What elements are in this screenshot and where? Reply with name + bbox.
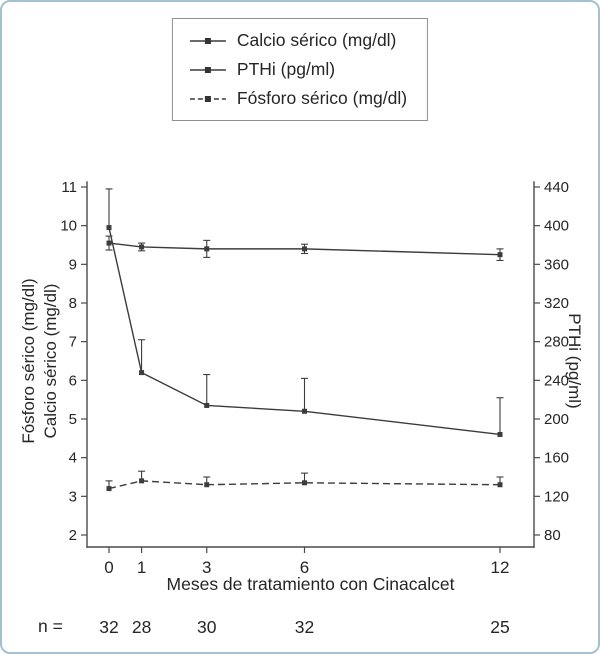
data-point-marker xyxy=(139,244,145,250)
y-left-tick-label: 9 xyxy=(69,256,77,273)
calcio-serico-line-marker-icon xyxy=(189,37,226,44)
axes xyxy=(86,181,535,548)
data-point-marker xyxy=(139,478,145,484)
n-values: 32 28 30 32 25 xyxy=(99,617,509,637)
y-left-tick-label: 2 xyxy=(69,527,77,544)
legend-item-calcio-serico: Calcio sérico (mg/dl) xyxy=(189,30,407,51)
y-right-tick-label: 320 xyxy=(544,295,569,312)
y-left-tick-label: 3 xyxy=(69,488,77,505)
x-tick-label: 1 xyxy=(137,558,146,577)
data-point-marker xyxy=(204,402,210,408)
y-right-tick-label: 280 xyxy=(544,334,569,351)
y-right-tick-label: 360 xyxy=(544,256,569,273)
n-value: 25 xyxy=(490,617,509,637)
data-point-marker xyxy=(302,408,307,414)
n-value: 28 xyxy=(132,617,151,637)
y-right-tick-label: 400 xyxy=(544,218,569,235)
fosforo-serico-dashed-line-marker-icon xyxy=(189,95,226,102)
x-tick-label: 12 xyxy=(491,558,510,577)
data-point-marker xyxy=(302,246,307,252)
legend-label-pthi: PTHi (pg/ml) xyxy=(236,59,336,79)
data-point-marker xyxy=(204,482,210,488)
y-right-tick-label: 240 xyxy=(544,372,569,389)
data-point-marker xyxy=(497,431,503,437)
y-left-tick-label: 8 xyxy=(69,295,77,312)
n-row-label: n = xyxy=(38,616,63,636)
y-left-tick-label: 11 xyxy=(61,179,77,196)
x-tick-label: 6 xyxy=(300,558,309,577)
y-left-tick-label: 7 xyxy=(69,334,77,351)
data-point-marker xyxy=(106,240,112,246)
y-right-tick-label: 120 xyxy=(544,488,569,505)
y-right-tick-label: 80 xyxy=(544,527,561,544)
y-right-tick-label: 160 xyxy=(544,450,569,467)
n-value: 32 xyxy=(99,617,118,637)
n-value: 30 xyxy=(197,617,217,637)
legend-item-fosforo-serico: Fósforo sérico (mg/dl) xyxy=(189,88,407,109)
legend-label-calcio-serico: Calcio sérico (mg/dl) xyxy=(236,30,397,50)
chart-canvas: 2345678910118012016020024028032036040044… xyxy=(60,179,569,637)
series-calcio-serico xyxy=(105,235,504,262)
data-point-marker xyxy=(302,480,307,486)
data-point-marker xyxy=(139,370,145,376)
y-left-tick-label: 10 xyxy=(60,218,77,235)
x-tick-label: 3 xyxy=(202,558,211,577)
chart-legend: Calcio sérico (mg/dl) PTHi (pg/ml) Fósfo… xyxy=(171,18,429,121)
legend-label-fosforo-serico: Fósforo sérico (mg/dl) xyxy=(236,88,408,108)
series-pthi xyxy=(105,188,504,437)
data-point-marker xyxy=(497,252,503,258)
n-value: 32 xyxy=(295,617,314,637)
data-point-marker xyxy=(204,246,210,252)
y-left-tick-label: 6 xyxy=(69,372,77,389)
data-point-marker xyxy=(497,482,503,488)
tick-marks xyxy=(81,186,540,553)
legend-item-pthi: PTHi (pg/ml) xyxy=(189,59,407,80)
tick-labels: 2345678910118012016020024028032036040044… xyxy=(60,179,569,577)
data-point-marker xyxy=(106,225,112,231)
y-left-tick-label: 4 xyxy=(69,450,77,467)
y-right-tick-label: 200 xyxy=(544,411,569,428)
pthi-line-marker-icon xyxy=(189,66,226,73)
series-fosforo-serico xyxy=(105,470,504,492)
y-right-tick-label: 440 xyxy=(544,179,569,196)
x-axis-title: Meses de tratamiento con Cinacalcet xyxy=(166,574,455,594)
y-left-tick-label: 5 xyxy=(69,411,77,428)
data-point-marker xyxy=(106,486,112,492)
x-tick-label: 0 xyxy=(104,558,113,577)
